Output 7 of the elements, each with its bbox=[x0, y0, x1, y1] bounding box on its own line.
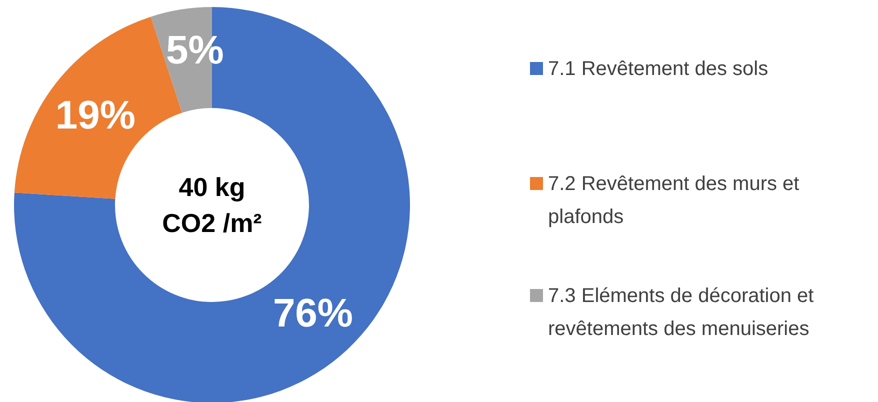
donut-slice bbox=[14, 7, 410, 402]
text: 40 kg CO2 /m² bbox=[162, 172, 262, 238]
legend-label: 7.2 Revêtement des murs et plafonds bbox=[548, 173, 800, 228]
legend-label: 7.3 Eléments de décoration et revêtements des menuiseries bbox=[548, 285, 814, 340]
data-label: 76% bbox=[272, 292, 353, 336]
data-label: 19% bbox=[55, 94, 136, 138]
legend-label: 7.1 Revêtement des sols bbox=[548, 58, 768, 80]
